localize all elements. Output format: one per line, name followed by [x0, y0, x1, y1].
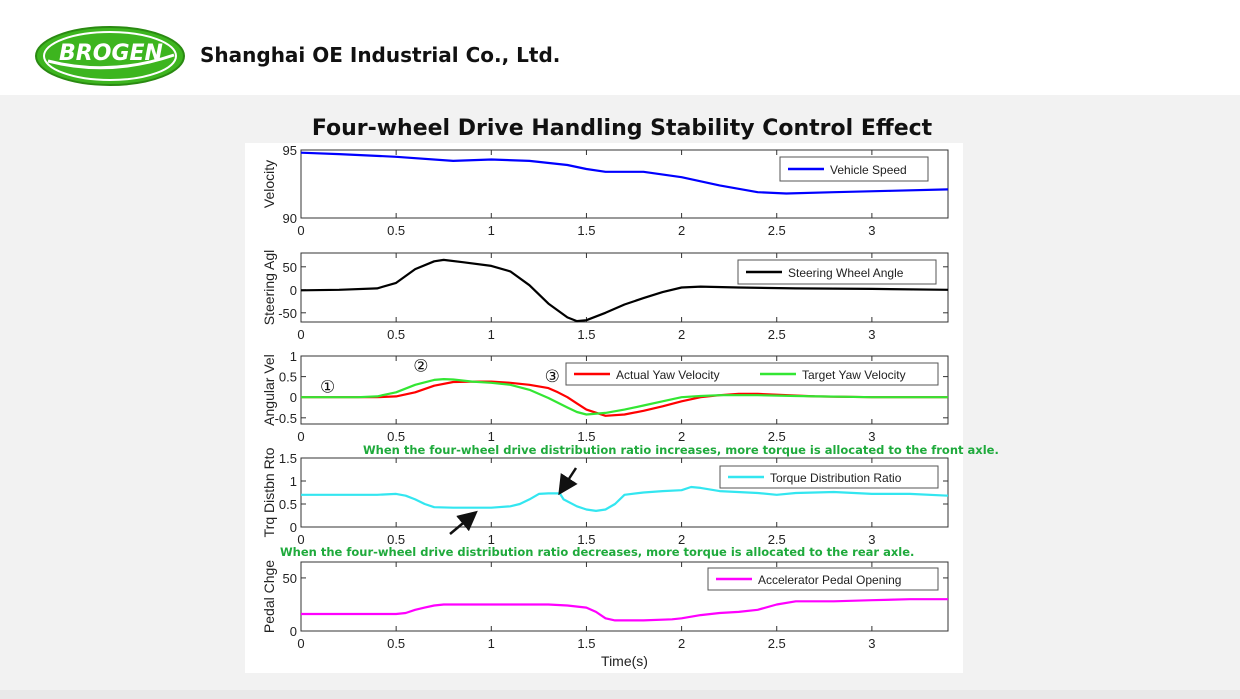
series-line	[301, 378, 948, 416]
legend-label: Steering Wheel Angle	[788, 266, 904, 280]
x-tick-label: 2.5	[768, 429, 786, 444]
y-axis-label: Trq Distbn Rto	[261, 447, 277, 537]
x-tick-label: 3	[868, 327, 875, 342]
circled-number-annotation: ③	[545, 367, 560, 387]
x-tick-label: 0.5	[387, 429, 405, 444]
header-bar: BROGEN Shanghai OE Industrial Co., Ltd.	[0, 0, 1240, 95]
note-ratio-decrease: When the four-wheel drive distribution r…	[280, 545, 915, 559]
x-tick-label: 1	[488, 223, 495, 238]
legend-box	[719, 465, 939, 489]
x-tick-label: 3	[868, 429, 875, 444]
x-tick-label: 1	[488, 429, 495, 444]
company-name: Shanghai OE Industrial Co., Ltd.	[200, 43, 561, 67]
x-axis-label: Time(s)	[601, 653, 648, 669]
x-tick-label: 2.5	[768, 327, 786, 342]
x-tick-label: 3	[868, 223, 875, 238]
x-tick-label: 0	[297, 532, 304, 547]
series-line	[301, 485, 949, 512]
bottom-strip	[0, 690, 1240, 699]
arrow-to-decrease	[449, 510, 478, 535]
x-tick-label: 1.5	[577, 223, 595, 238]
y-axis-label: Steering Agl	[261, 250, 277, 326]
y-tick-label: 50	[283, 260, 297, 275]
x-tick-label: 2	[678, 429, 685, 444]
y-tick-label: 0	[290, 283, 297, 298]
y-tick-label: 0.5	[279, 370, 297, 385]
y-tick-label: 90	[283, 211, 297, 226]
x-tick-label: 1	[488, 327, 495, 342]
x-tick-label: 0	[297, 636, 304, 651]
y-tick-label: 1	[290, 474, 297, 489]
x-tick-label: 1	[488, 532, 495, 547]
y-tick-label: 50	[283, 571, 297, 586]
legend-label: Torque Distribution Ratio	[770, 471, 902, 485]
brogen-logo: BROGEN	[34, 25, 186, 92]
y-tick-label: 0	[290, 624, 297, 639]
circled-number-annotation: ①	[320, 377, 335, 397]
y-tick-label: 0	[290, 390, 297, 405]
y-tick-label: -50	[278, 306, 297, 321]
y-tick-label: 0.5	[279, 497, 297, 512]
y-axis-label: Velocity	[261, 160, 277, 208]
y-axis-label: Angular Vel	[261, 354, 277, 426]
x-tick-label: 0.5	[387, 327, 405, 342]
y-axis-label: Pedal Chge	[261, 560, 277, 633]
y-tick-label: 1	[290, 349, 297, 364]
x-tick-label: 2.5	[768, 532, 786, 547]
x-tick-label: 1.5	[577, 327, 595, 342]
x-tick-label: 2	[678, 636, 685, 651]
y-tick-label: -0.5	[275, 411, 297, 426]
x-tick-label: 2	[678, 223, 685, 238]
note-ratio-increase: When the four-wheel drive distribution r…	[363, 443, 999, 457]
x-tick-label: 0.5	[387, 223, 405, 238]
series-line	[300, 258, 949, 323]
y-tick-label: 0	[290, 520, 297, 535]
x-tick-label: 0	[297, 223, 304, 238]
arrow-to-increase	[558, 467, 578, 496]
legend-label: Actual Yaw Velocity	[616, 368, 720, 382]
x-tick-label: 0.5	[387, 532, 405, 547]
x-tick-label: 2.5	[768, 223, 786, 238]
x-tick-label: 1.5	[577, 636, 595, 651]
y-tick-label: 95	[283, 143, 297, 158]
x-tick-label: 1	[488, 636, 495, 651]
legend-box	[565, 362, 939, 386]
series-line	[301, 380, 948, 417]
x-tick-label: 2	[678, 327, 685, 342]
x-tick-label: 3	[868, 532, 875, 547]
x-tick-label: 1.5	[577, 532, 595, 547]
x-tick-label: 0	[297, 429, 304, 444]
legend-label: Accelerator Pedal Opening	[758, 573, 901, 587]
x-tick-label: 0	[297, 327, 304, 342]
logo-text: BROGEN	[59, 41, 163, 66]
legend-label: Target Yaw Velocity	[802, 368, 906, 382]
panel-5: 0 0.5 1 1.5 2 2.5 3 0 50 Pedal Chge Time(s) Acceler…	[261, 560, 949, 669]
series-line	[301, 598, 948, 622]
legend-box	[707, 567, 939, 591]
circled-number-annotation: ②	[413, 357, 428, 377]
chart-title: Four-wheel Drive Handling Stability Cont…	[311, 116, 933, 141]
x-tick-label: 1.5	[577, 429, 595, 444]
series-line	[300, 151, 949, 195]
panel-1: 0 0.5 1 1.5 2 2.5 3 90 95 Velocity Vehicle Speed	[261, 143, 949, 238]
legend-label: Vehicle Speed	[830, 163, 907, 177]
x-tick-label: 0.5	[387, 636, 405, 651]
y-tick-label: 1.5	[279, 451, 297, 466]
x-tick-label: 2	[678, 532, 685, 547]
x-tick-label: 2.5	[768, 636, 786, 651]
x-tick-label: 3	[868, 636, 875, 651]
